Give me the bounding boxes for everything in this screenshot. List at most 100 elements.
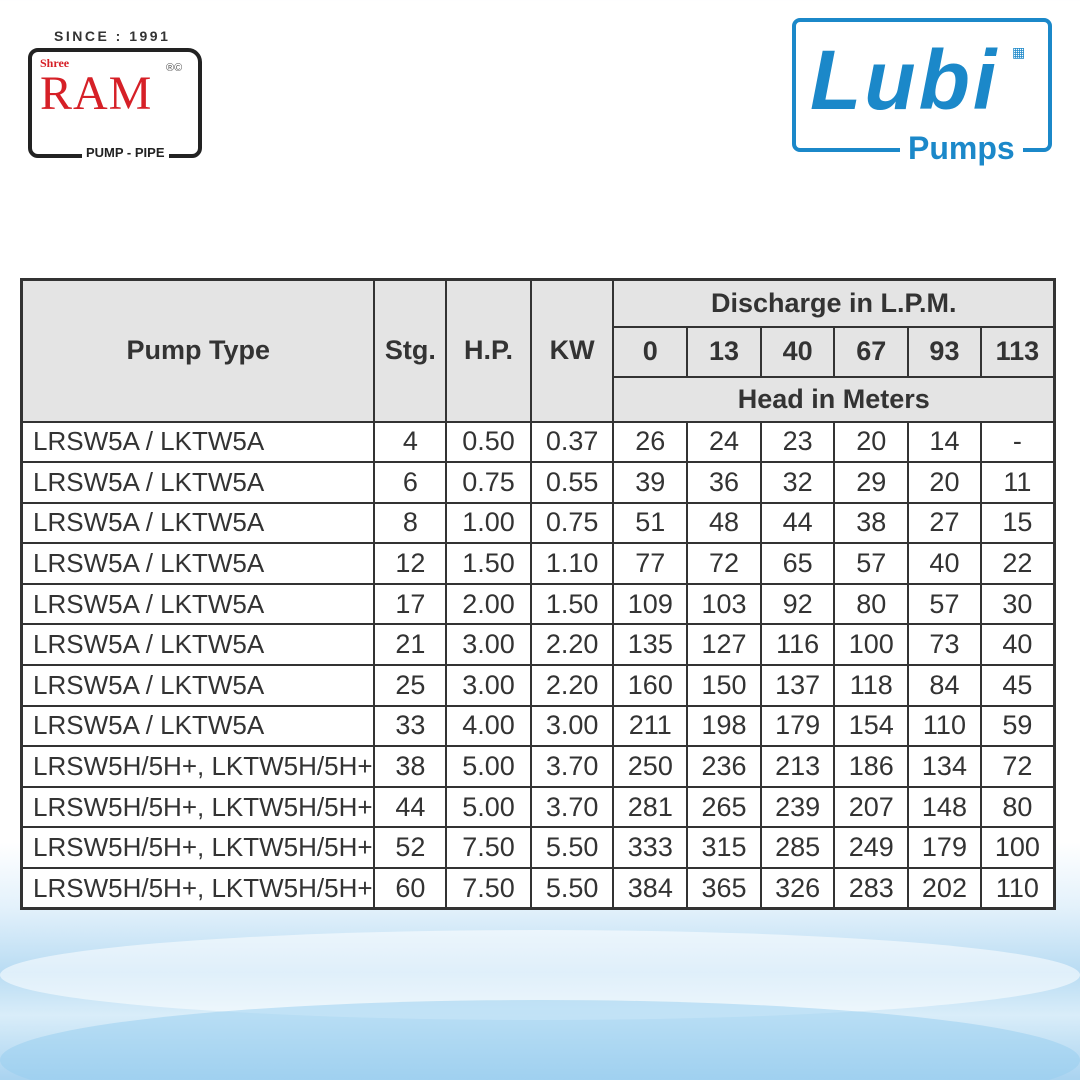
cell-head-113: 80 bbox=[979, 785, 1056, 829]
cell-pump-type: LRSW5A / LKTW5A bbox=[20, 623, 376, 667]
cell-head-113: 72 bbox=[979, 745, 1056, 788]
cell-kw: 3.70 bbox=[529, 745, 615, 788]
cell-pump-type: LRSW5H/5H+, LKTW5H/5H+ bbox=[20, 867, 376, 910]
cell-hp: 1.50 bbox=[445, 542, 532, 585]
cell-kw: 0.55 bbox=[529, 461, 615, 504]
cell-stages: 17 bbox=[373, 582, 448, 626]
cell-kw: 1.10 bbox=[529, 542, 615, 585]
header-kw: KW bbox=[529, 278, 615, 423]
cell-kw: 3.00 bbox=[529, 704, 615, 748]
cell-kw: 2.20 bbox=[529, 623, 615, 667]
cell-head-93: 40 bbox=[907, 542, 982, 585]
cell-head-0: 135 bbox=[612, 623, 689, 667]
discharge-lpm-header: 0 bbox=[612, 325, 689, 378]
cell-head-13: 24 bbox=[686, 420, 762, 464]
header-hp: H.P. bbox=[445, 278, 532, 423]
cell-head-40: 116 bbox=[759, 623, 836, 667]
cell-head-93: 27 bbox=[907, 501, 982, 545]
cell-head-0: 39 bbox=[612, 461, 689, 504]
logo-shree: Shree bbox=[40, 56, 70, 70]
cell-head-40: 239 bbox=[759, 785, 836, 829]
cell-head-0: 51 bbox=[612, 501, 689, 545]
cell-hp: 0.75 bbox=[445, 461, 532, 504]
cell-head-67: 57 bbox=[833, 542, 910, 585]
cell-hp: 7.50 bbox=[445, 826, 532, 870]
header-stages: Stg. bbox=[373, 278, 448, 423]
cell-pump-type: LRSW5A / LKTW5A bbox=[20, 704, 376, 748]
cell-kw: 2.20 bbox=[529, 664, 615, 707]
cell-head-40: 179 bbox=[759, 704, 836, 748]
cell-pump-type: LRSW5H/5H+, LKTW5H/5H+ bbox=[20, 745, 376, 788]
cell-head-67: 118 bbox=[833, 664, 910, 707]
registered-mark: ®© bbox=[166, 62, 183, 74]
cell-head-0: 384 bbox=[612, 867, 689, 910]
table-row: LRSW5H/5H+, LKTW5H/5H+ 38 5.00 3.70 250 236 21… bbox=[20, 745, 1056, 788]
cell-head-67: 80 bbox=[833, 582, 910, 626]
cell-pump-type: LRSW5H/5H+, LKTW5H/5H+ bbox=[20, 785, 376, 829]
cell-head-93: 202 bbox=[907, 867, 982, 910]
cell-hp: 3.00 bbox=[445, 623, 532, 667]
header-discharge: Discharge in L.P.M. bbox=[612, 278, 1056, 328]
cell-head-113: - bbox=[979, 420, 1056, 464]
cell-pump-type: LRSW5H/5H+, LKTW5H/5H+ bbox=[20, 826, 376, 870]
cell-pump-type: LRSW5A / LKTW5A bbox=[20, 542, 376, 585]
discharge-lpm-header: 13 bbox=[686, 325, 762, 378]
cell-head-67: 154 bbox=[833, 704, 910, 748]
table-row: LRSW5A / LKTW5A 17 2.00 1.50 109 103 92 80 57 30 bbox=[20, 582, 1056, 626]
cell-hp: 4.00 bbox=[445, 704, 532, 748]
cell-stages: 33 bbox=[373, 704, 448, 748]
cell-head-93: 134 bbox=[907, 745, 982, 788]
cell-head-93: 179 bbox=[907, 826, 982, 870]
water-wave-decoration bbox=[0, 1000, 1080, 1080]
table-row: LRSW5H/5H+, LKTW5H/5H+ 44 5.00 3.70 281 265 23… bbox=[20, 785, 1056, 829]
cell-head-67: 207 bbox=[833, 785, 910, 829]
since-text: SINCE : 1991 bbox=[54, 28, 171, 44]
cell-stages: 12 bbox=[373, 542, 448, 585]
cell-stages: 21 bbox=[373, 623, 448, 667]
cell-pump-type: LRSW5A / LKTW5A bbox=[20, 420, 376, 464]
cell-head-0: 160 bbox=[612, 664, 689, 707]
cell-head-0: 250 bbox=[612, 745, 689, 788]
cell-head-13: 150 bbox=[686, 664, 762, 707]
cell-head-113: 15 bbox=[979, 501, 1056, 545]
cell-head-13: 103 bbox=[686, 582, 762, 626]
table-row: LRSW5A / LKTW5A 33 4.00 3.00 211 198 179 154 110… bbox=[20, 704, 1056, 748]
cell-head-93: 148 bbox=[907, 785, 982, 829]
cell-head-113: 30 bbox=[979, 582, 1056, 626]
cell-head-93: 14 bbox=[907, 420, 982, 464]
cell-head-40: 92 bbox=[759, 582, 836, 626]
cell-pump-type: LRSW5A / LKTW5A bbox=[20, 582, 376, 626]
cell-stages: 6 bbox=[373, 461, 448, 504]
lubi-pumps-logo: Lubi ▦ Pumps bbox=[790, 18, 1054, 168]
cell-kw: 0.37 bbox=[529, 420, 615, 464]
cell-head-40: 285 bbox=[759, 826, 836, 870]
table-row: LRSW5A / LKTW5A 6 0.75 0.55 39 36 32 29 20 11 bbox=[20, 461, 1056, 504]
cell-stages: 52 bbox=[373, 826, 448, 870]
cell-head-0: 109 bbox=[612, 582, 689, 626]
cell-head-67: 20 bbox=[833, 420, 910, 464]
cell-stages: 60 bbox=[373, 867, 448, 910]
cell-head-113: 45 bbox=[979, 664, 1056, 707]
cell-hp: 0.50 bbox=[445, 420, 532, 464]
cell-head-0: 281 bbox=[612, 785, 689, 829]
logo-tagline: PUMP - PIPE bbox=[82, 145, 169, 160]
cell-head-13: 198 bbox=[686, 704, 762, 748]
cell-head-40: 137 bbox=[759, 664, 836, 707]
cell-head-40: 44 bbox=[759, 501, 836, 545]
cell-head-113: 59 bbox=[979, 704, 1056, 748]
cell-hp: 5.00 bbox=[445, 745, 532, 788]
cell-stages: 44 bbox=[373, 785, 448, 829]
cell-head-67: 283 bbox=[833, 867, 910, 910]
discharge-lpm-header: 113 bbox=[979, 325, 1056, 378]
discharge-lpm-header: 67 bbox=[833, 325, 910, 378]
cell-head-0: 333 bbox=[612, 826, 689, 870]
cell-head-13: 365 bbox=[686, 867, 762, 910]
cell-head-93: 73 bbox=[907, 623, 982, 667]
cell-head-93: 57 bbox=[907, 582, 982, 626]
table-row: LRSW5A / LKTW5A 4 0.50 0.37 26 24 23 20 14- bbox=[20, 420, 1056, 464]
cell-head-93: 20 bbox=[907, 461, 982, 504]
cell-hp: 3.00 bbox=[445, 664, 532, 707]
cell-hp: 2.00 bbox=[445, 582, 532, 626]
cell-stages: 4 bbox=[373, 420, 448, 464]
cell-head-0: 211 bbox=[612, 704, 689, 748]
